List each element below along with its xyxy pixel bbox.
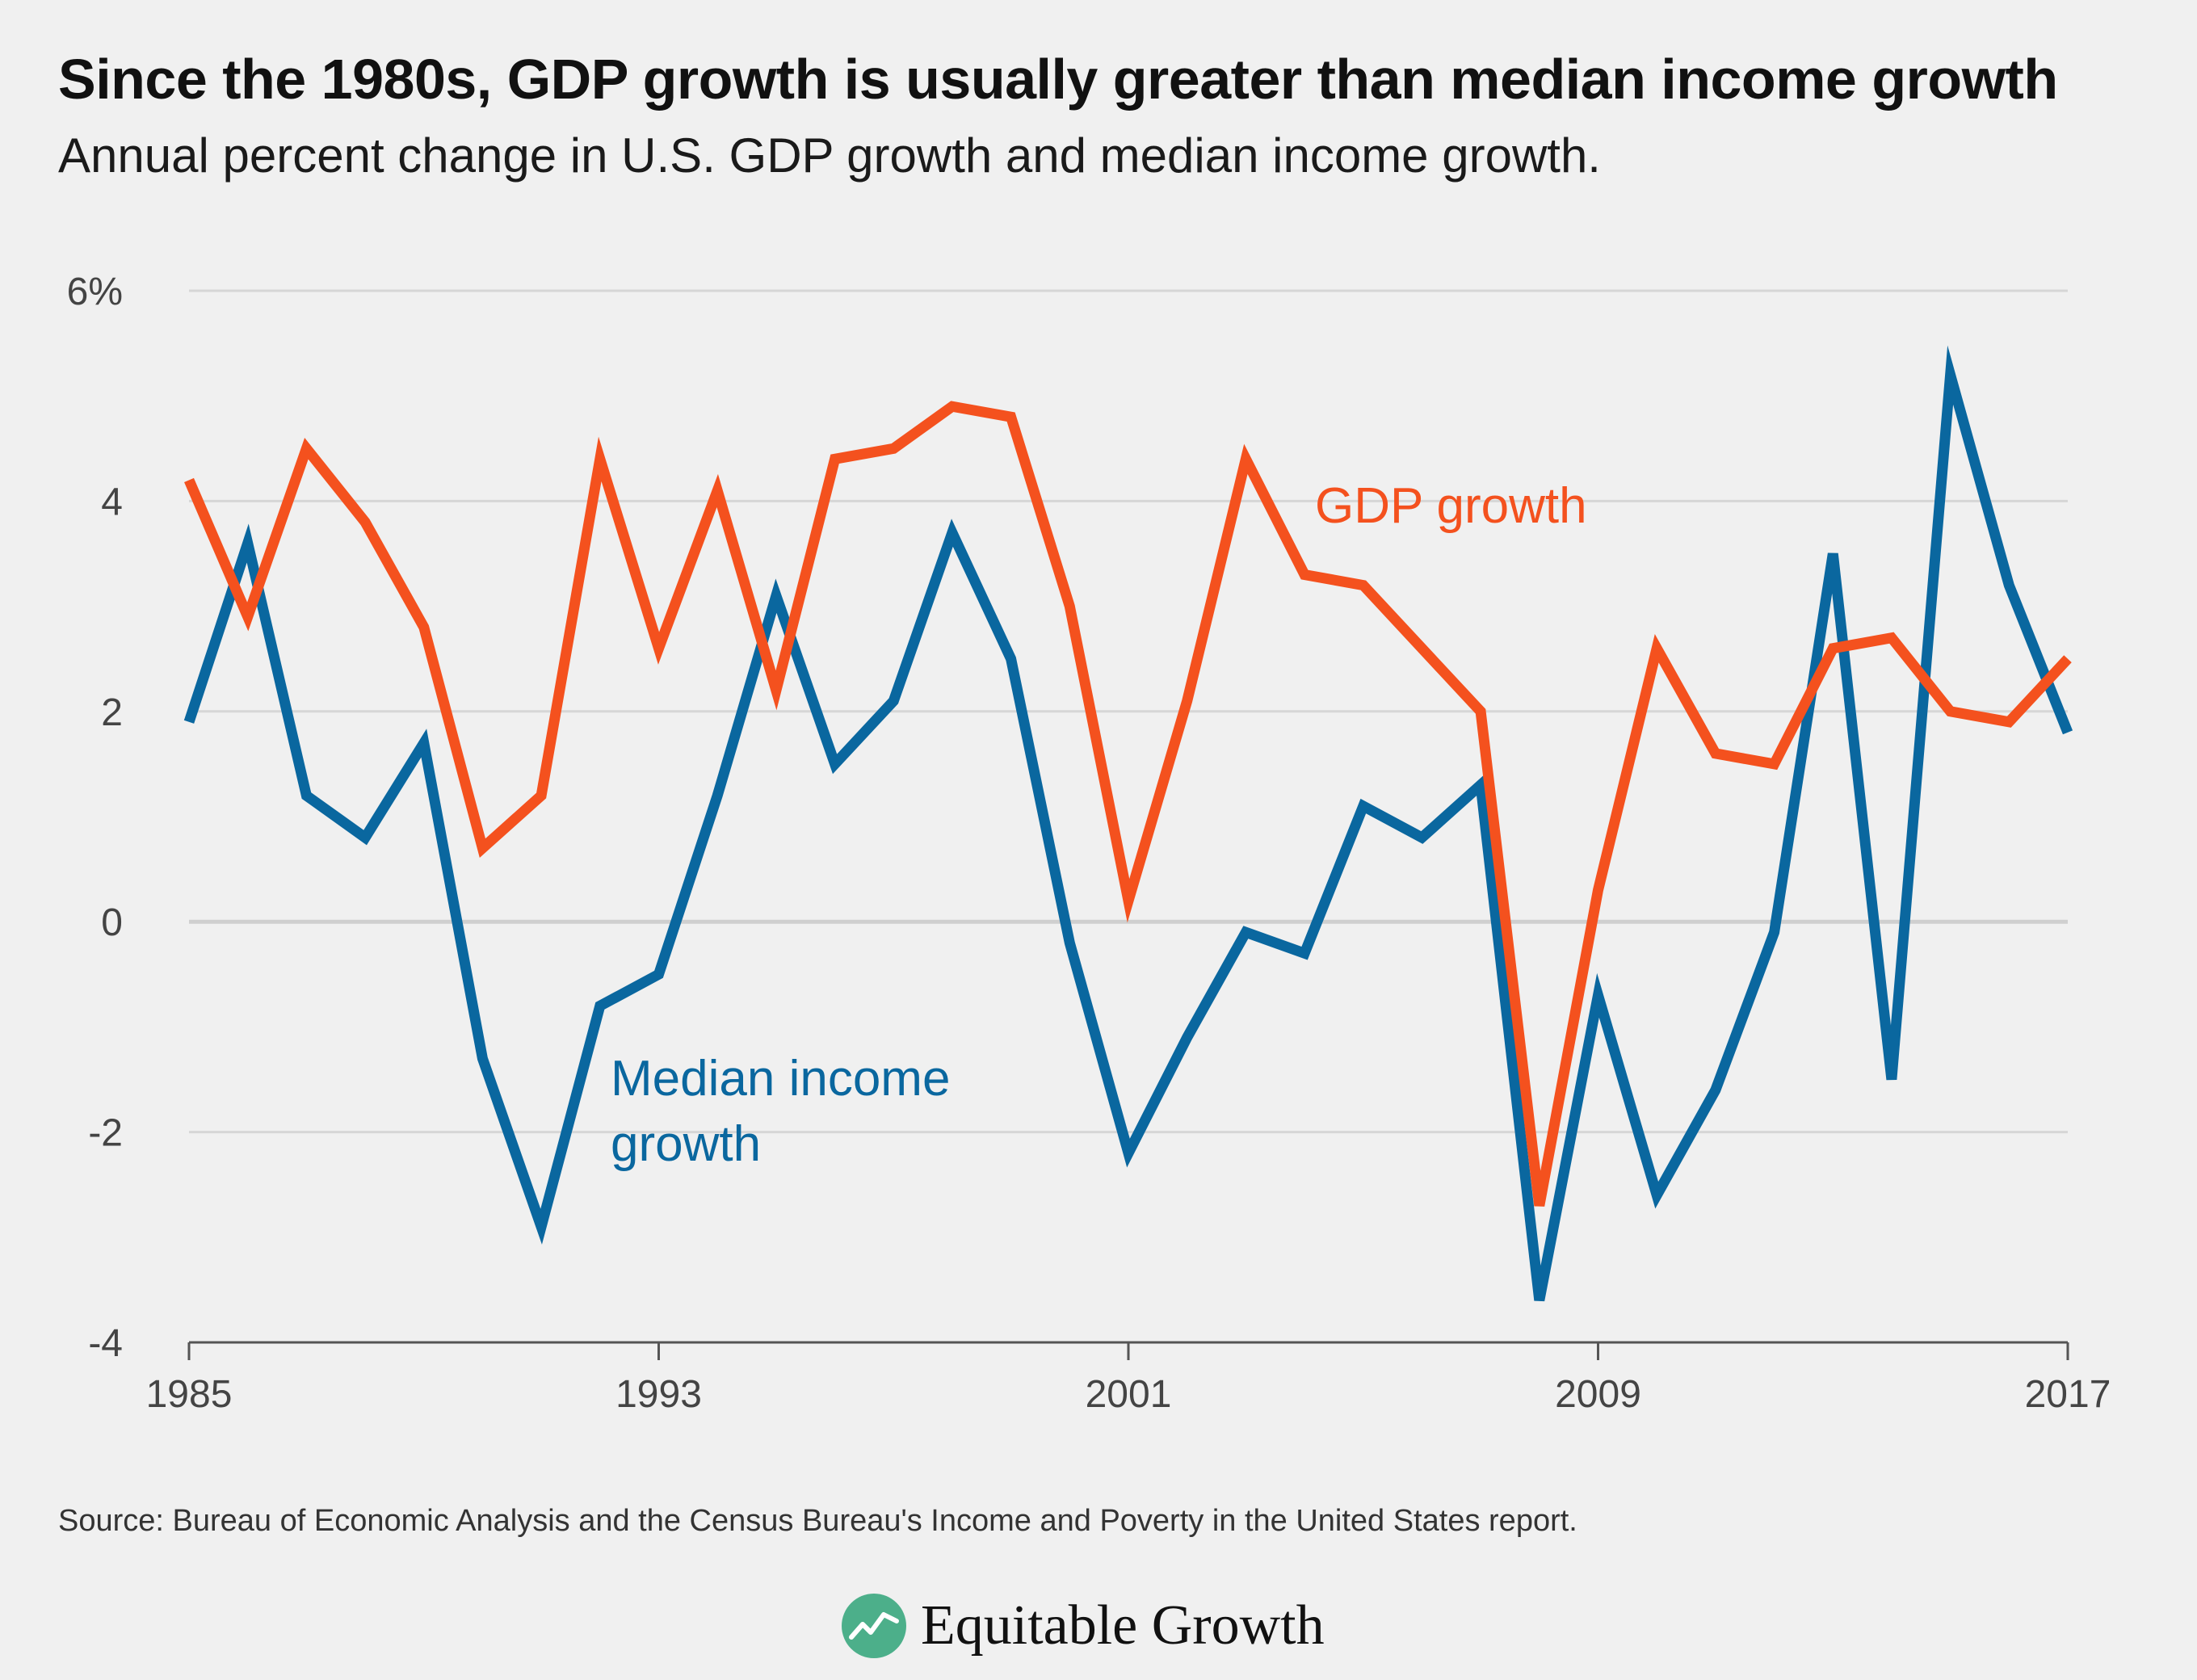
y-tick-label: 0 bbox=[101, 901, 123, 944]
x-tick-label: 2001 bbox=[1086, 1373, 1172, 1416]
brand-footer: Equitable Growth bbox=[840, 1590, 1325, 1662]
equitable-growth-logo-icon bbox=[842, 1594, 906, 1658]
x-tick-label: 1993 bbox=[615, 1373, 702, 1416]
x-axis: 1985 1993 2001 2009 2017 bbox=[146, 1341, 2111, 1416]
x-tick-label: 2017 bbox=[2025, 1373, 2111, 1416]
y-tick-label: 6% bbox=[67, 271, 123, 313]
y-tick-label: 4 bbox=[101, 481, 123, 523]
gdp-growth-line bbox=[184, 401, 2072, 1207]
brand-name: Equitable Growth bbox=[921, 1594, 1325, 1657]
y-tick-label: 2 bbox=[101, 691, 123, 734]
gdp-growth-label: GDP growth bbox=[1315, 478, 1587, 534]
chart-subtitle: Annual percent change in U.S. GDP growth… bbox=[58, 128, 1601, 183]
median-income-label-line-1: Median income bbox=[611, 1051, 950, 1107]
median-income-growth-line bbox=[183, 345, 2073, 1302]
chart-title: Since the 1980s, GDP growth is usually g… bbox=[58, 48, 2058, 111]
x-tick-label: 2009 bbox=[1555, 1373, 1641, 1416]
y-axis-tick-labels: 6% 4 2 0 -2 -4 bbox=[67, 271, 123, 1365]
line-chart: 6% 4 2 0 -2 -4 1985 1993 2001 2009 2017 GDP growt… bbox=[67, 271, 2111, 1416]
y-tick-label: -2 bbox=[88, 1112, 123, 1155]
series-lines bbox=[183, 345, 2073, 1302]
source-note: Source: Bureau of Economic Analysis and … bbox=[58, 1504, 1577, 1538]
x-tick-label: 1985 bbox=[146, 1373, 233, 1416]
y-tick-label: -4 bbox=[88, 1322, 123, 1365]
median-income-label-line-2: growth bbox=[611, 1116, 761, 1172]
series-annotations: GDP growth Median income growth bbox=[611, 478, 1587, 1172]
